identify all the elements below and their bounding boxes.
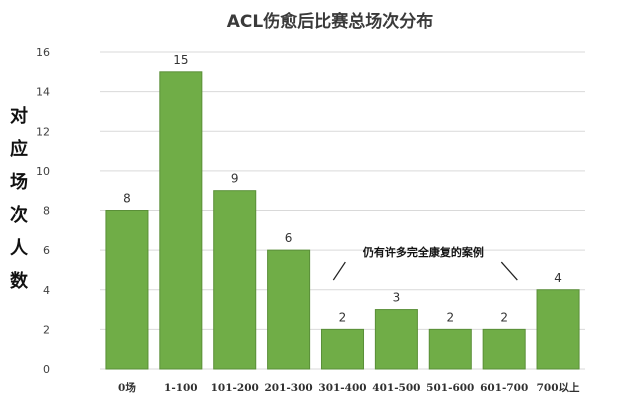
- data-label: 6: [285, 231, 293, 245]
- annotation-arrow-left: [332, 261, 346, 281]
- y-axis-label-char: 人: [10, 238, 29, 259]
- y-axis-label-char: 对: [10, 105, 28, 127]
- bar: [105, 210, 149, 370]
- bar: [213, 190, 257, 370]
- y-axis-ticks: 0 2 4 6 8 10 12 14 16: [36, 46, 50, 376]
- annotation: 仍有许多完全康复的案例: [332, 245, 518, 281]
- y-tick-label: 8: [43, 205, 50, 218]
- x-tick-label: 1-100: [164, 382, 198, 394]
- annotation-arrow-right: [500, 261, 518, 281]
- annotation-text: 仍有许多完全康复的案例: [362, 245, 484, 259]
- y-tick-label: 6: [43, 244, 50, 257]
- x-tick-label: 401-500: [372, 382, 420, 394]
- bar: [267, 249, 311, 370]
- y-tick-label: 10: [36, 165, 50, 178]
- data-label: 2: [500, 310, 508, 324]
- y-tick-label: 4: [43, 284, 50, 297]
- x-tick-label: 201-300: [265, 382, 313, 394]
- y-tick-label: 14: [36, 86, 50, 99]
- y-tick-label: 2: [43, 323, 50, 336]
- x-tick-label: 0场: [118, 381, 136, 394]
- y-axis-label-char: 次: [10, 204, 28, 226]
- bar: [428, 328, 472, 370]
- data-label: 4: [554, 271, 562, 285]
- data-label: 15: [173, 53, 188, 67]
- y-tick-label: 12: [36, 125, 50, 138]
- x-tick-label: 700以上: [537, 381, 580, 394]
- y-axis-label-char: 应: [10, 138, 28, 160]
- bar: [482, 328, 526, 370]
- y-tick-label: 0: [43, 363, 50, 376]
- data-label: 2: [339, 310, 347, 324]
- data-label: 8: [123, 192, 131, 206]
- data-labels: 8 15 9 6 2 3 2 2 4: [123, 53, 562, 325]
- x-tick-label: 301-400: [318, 382, 366, 394]
- bar: [374, 309, 418, 370]
- bar: [320, 328, 365, 370]
- data-label: 2: [446, 310, 454, 324]
- data-label: 3: [393, 291, 401, 305]
- chart-title: ACL伤愈后比赛总场次分布: [227, 11, 433, 32]
- bar: [536, 289, 580, 370]
- x-tick-label: 601-700: [480, 382, 528, 394]
- y-tick-label: 16: [36, 46, 50, 59]
- bars: [105, 71, 580, 370]
- x-tick-label: 101-200: [211, 382, 259, 394]
- y-axis-label-char: 数: [10, 270, 29, 292]
- x-tick-label: 501-600: [426, 382, 474, 394]
- y-axis-label-char: 场: [10, 172, 28, 193]
- data-label: 9: [231, 172, 239, 186]
- bar: [159, 71, 203, 370]
- x-axis-ticks: 0场 1-100 101-200 201-300 301-400 401-500 501-6…: [118, 381, 580, 394]
